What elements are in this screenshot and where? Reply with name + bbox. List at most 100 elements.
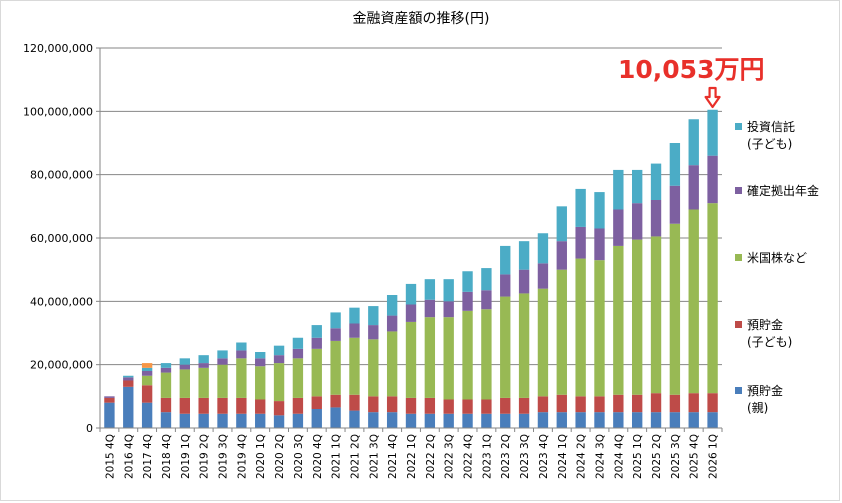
bar-segment bbox=[217, 358, 228, 365]
bar-segment bbox=[688, 209, 699, 394]
x-tick-label: 2025 2Q bbox=[651, 434, 663, 479]
bar-segment bbox=[405, 397, 417, 414]
y-tick-label: 80,000,000 bbox=[30, 169, 93, 182]
chart-title: 金融資産額の推移(円) bbox=[352, 11, 490, 27]
bar-segment bbox=[462, 399, 473, 414]
bar-segment bbox=[160, 367, 172, 373]
bar-segment bbox=[236, 397, 247, 414]
bar-segment bbox=[123, 386, 134, 428]
bar-segment bbox=[669, 412, 681, 428]
bar-segment bbox=[386, 315, 398, 332]
x-tick-label: 2022 3Q bbox=[444, 434, 456, 479]
x-tick-label: 2023 3Q bbox=[519, 434, 531, 479]
bar-segment bbox=[330, 407, 341, 428]
bar-segment bbox=[311, 337, 322, 349]
bar-segment bbox=[500, 413, 511, 428]
bar-segment bbox=[160, 412, 172, 428]
bar-segment bbox=[669, 223, 681, 395]
bar-segment bbox=[368, 412, 379, 428]
x-tick-label: 2024 4Q bbox=[613, 434, 625, 479]
bar-segment bbox=[273, 401, 285, 416]
bar-segment bbox=[594, 260, 605, 397]
bar-segment bbox=[518, 269, 530, 294]
bar-segment bbox=[575, 258, 586, 397]
bar-segment bbox=[273, 415, 285, 428]
y-tick-label: 100,000,000 bbox=[23, 105, 93, 118]
bar-segment bbox=[518, 413, 530, 428]
x-tick-label: 2017 4Q bbox=[142, 434, 154, 479]
bar-segment bbox=[330, 312, 341, 329]
bar-segment bbox=[405, 321, 417, 398]
bar-segment bbox=[669, 394, 681, 413]
bar-segment bbox=[575, 226, 586, 259]
legend-swatch bbox=[735, 187, 742, 194]
bar-segment bbox=[500, 274, 511, 297]
bar-segment bbox=[160, 363, 172, 368]
bar-segment bbox=[481, 309, 492, 400]
legend-label: 投資信託 bbox=[747, 120, 796, 134]
bar-segment bbox=[349, 394, 360, 411]
bar-segment bbox=[349, 323, 360, 338]
bar-segment bbox=[141, 385, 153, 403]
bar-segment bbox=[424, 279, 436, 300]
bar-segment bbox=[198, 397, 209, 414]
bar-segment bbox=[255, 366, 266, 400]
x-tick-label: 2015 4Q bbox=[104, 434, 116, 479]
bar-segment bbox=[537, 412, 549, 428]
bar-segment bbox=[650, 236, 662, 394]
bar-segment bbox=[179, 413, 191, 428]
bar-segment bbox=[443, 301, 454, 318]
bar-segment bbox=[650, 393, 662, 413]
bar-segment bbox=[556, 394, 567, 413]
y-tick-label: 0 bbox=[86, 422, 93, 435]
bar-segment bbox=[292, 348, 304, 359]
x-tick-label: 2021 1Q bbox=[331, 434, 343, 479]
x-tick-label: 2019 3Q bbox=[218, 434, 230, 479]
bar-segment bbox=[405, 304, 417, 322]
bar-segment bbox=[443, 413, 454, 428]
bar-segment bbox=[650, 163, 662, 200]
x-tick-label: 2021 4Q bbox=[387, 434, 399, 479]
bar-segment bbox=[273, 363, 285, 402]
bar-segment bbox=[330, 328, 341, 341]
bar-segment bbox=[518, 241, 530, 270]
x-tick-label: 2020 1Q bbox=[255, 434, 267, 479]
legend-swatch bbox=[735, 387, 742, 394]
bar-segment bbox=[650, 412, 662, 428]
bar-segment bbox=[217, 350, 228, 359]
bar-segment bbox=[631, 169, 643, 204]
bar-segment bbox=[217, 413, 228, 428]
bar-segment bbox=[650, 200, 662, 237]
legend-swatch bbox=[735, 321, 742, 328]
bar-segment bbox=[575, 412, 586, 428]
legend-swatch bbox=[735, 254, 742, 261]
bar-segment bbox=[556, 412, 567, 428]
bar-segment bbox=[594, 412, 605, 428]
bar-segment bbox=[594, 192, 605, 229]
bar-segment bbox=[311, 325, 322, 338]
x-tick-label: 2020 3Q bbox=[293, 434, 305, 479]
down-arrow-icon bbox=[704, 86, 721, 109]
bar-segment bbox=[613, 412, 624, 428]
bar-segment bbox=[556, 269, 567, 395]
x-tick-label: 2023 2Q bbox=[500, 434, 512, 479]
bar-segment bbox=[707, 393, 718, 413]
x-tick-label: 2025 4Q bbox=[689, 434, 701, 479]
bar-segment bbox=[349, 410, 360, 428]
bar-segment bbox=[594, 396, 605, 413]
bar-segment bbox=[368, 396, 379, 413]
x-tick-label: 2021 3Q bbox=[368, 434, 380, 479]
bar-segment bbox=[500, 397, 511, 414]
bar-segment bbox=[613, 245, 624, 395]
bar-segment bbox=[669, 143, 681, 186]
bar-segment bbox=[255, 399, 266, 414]
x-tick-label: 2022 1Q bbox=[406, 434, 418, 479]
x-tick-label: 2019 4Q bbox=[236, 434, 248, 479]
bar-segment bbox=[198, 367, 209, 398]
bar-segment bbox=[481, 290, 492, 310]
bar-segment bbox=[462, 310, 473, 400]
bar-segment bbox=[424, 317, 436, 398]
bar-segment bbox=[349, 307, 360, 324]
bar-segment bbox=[255, 413, 266, 428]
